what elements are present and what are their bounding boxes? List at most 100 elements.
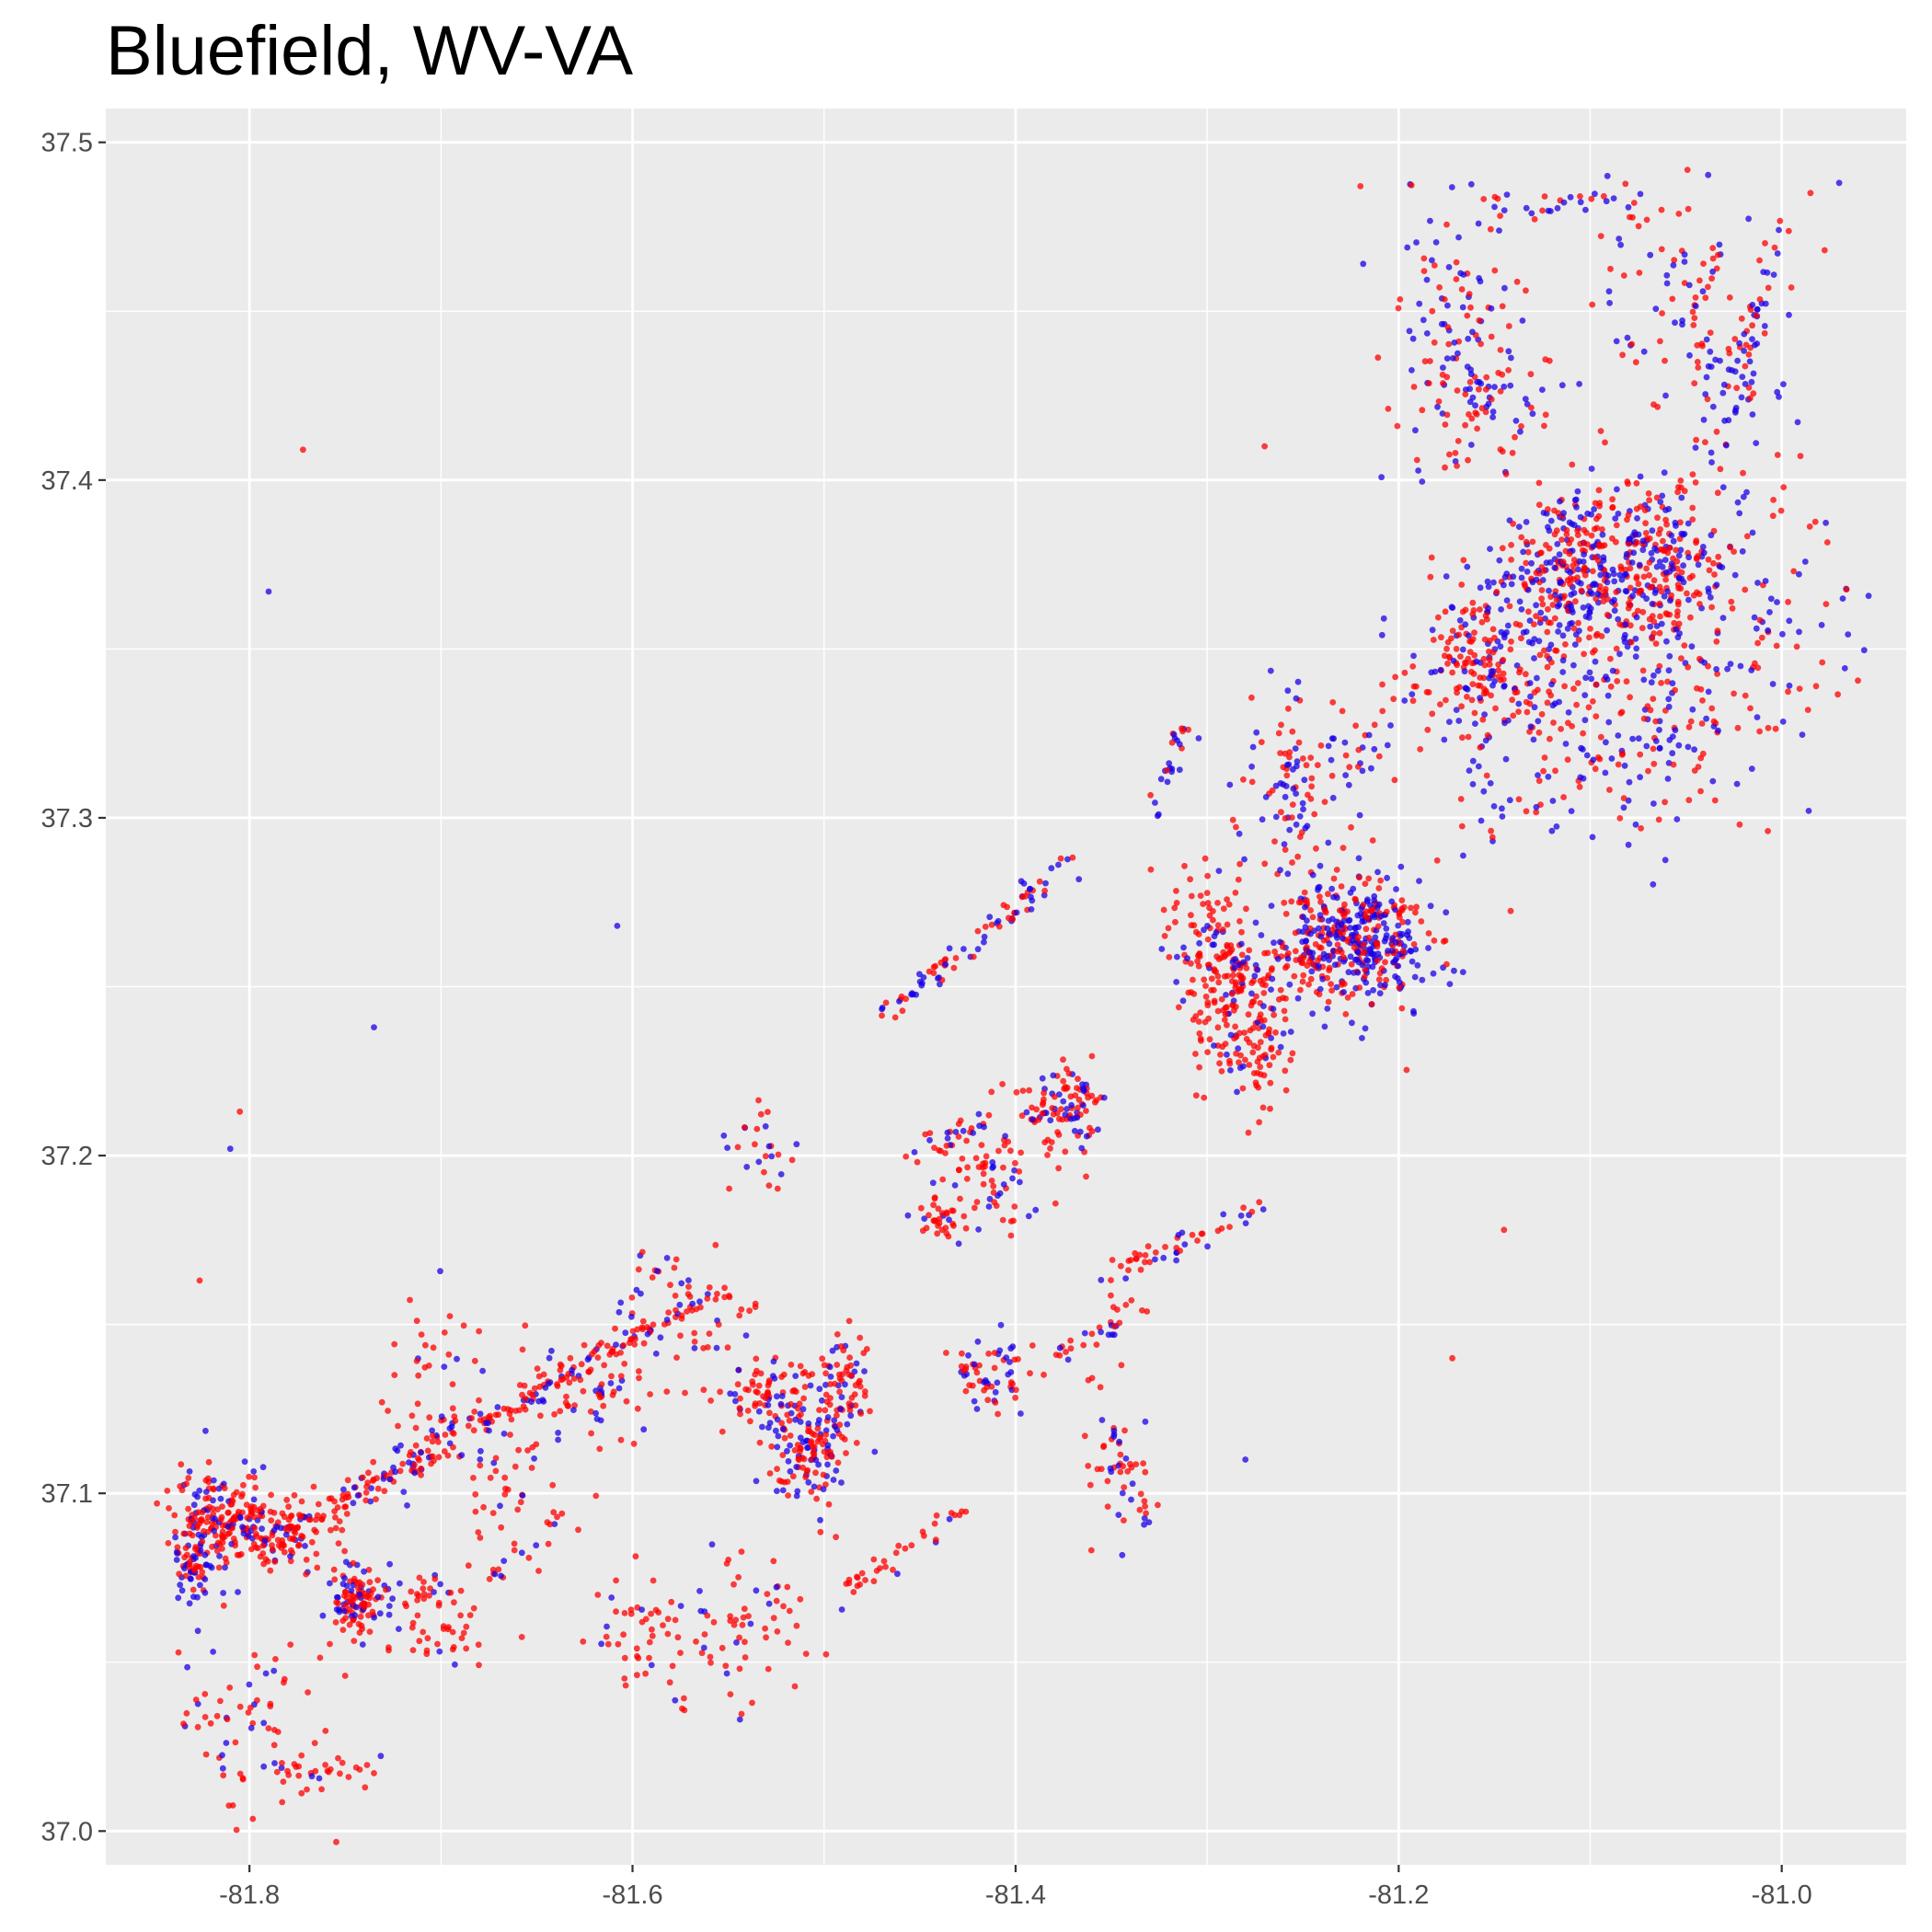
- data-point: [1650, 672, 1657, 679]
- data-point: [853, 1360, 860, 1367]
- data-point: [829, 1347, 836, 1354]
- data-point: [346, 1621, 353, 1628]
- data-point: [1669, 750, 1676, 757]
- data-point: [1472, 409, 1479, 416]
- data-point: [1352, 722, 1359, 730]
- data-point: [397, 1580, 403, 1587]
- data-point: [1661, 469, 1668, 477]
- data-point: [1282, 1067, 1289, 1075]
- data-point: [1257, 1039, 1264, 1046]
- data-point: [882, 999, 890, 1006]
- data-point: [470, 1475, 477, 1481]
- data-point: [1365, 934, 1373, 941]
- data-point: [1604, 572, 1612, 579]
- data-point: [1204, 1049, 1211, 1055]
- data-point: [1076, 1128, 1084, 1135]
- data-point: [1731, 368, 1739, 375]
- data-point: [247, 1724, 255, 1731]
- data-point: [1469, 328, 1476, 336]
- data-point: [270, 1667, 278, 1674]
- data-point: [1597, 564, 1604, 571]
- data-point: [816, 1407, 822, 1413]
- data-point: [661, 1321, 668, 1328]
- data-point: [458, 1452, 466, 1459]
- data-point: [363, 1762, 371, 1768]
- data-point: [497, 1502, 503, 1510]
- data-point: [1742, 586, 1749, 593]
- data-point: [531, 1385, 538, 1392]
- data-point: [828, 1453, 835, 1460]
- data-point: [1531, 215, 1538, 223]
- data-point: [1623, 550, 1630, 558]
- data-point: [1491, 634, 1498, 641]
- data-point: [182, 1572, 190, 1580]
- data-point: [1636, 561, 1643, 569]
- data-point: [1691, 746, 1697, 753]
- data-point: [1571, 497, 1579, 503]
- data-point: [691, 1329, 698, 1337]
- data-point: [406, 1452, 413, 1459]
- data-point: [1088, 1330, 1096, 1338]
- data-point: [260, 1719, 268, 1727]
- data-point: [663, 1255, 671, 1261]
- data-point: [199, 1569, 206, 1576]
- data-point: [812, 1469, 819, 1477]
- data-point: [1731, 336, 1739, 342]
- data-point: [788, 1362, 795, 1368]
- data-point: [1260, 1003, 1267, 1009]
- data-point: [1075, 1104, 1081, 1111]
- data-point: [1270, 1053, 1277, 1061]
- data-point: [1559, 657, 1567, 664]
- data-point: [1454, 463, 1460, 469]
- data-point: [342, 1602, 350, 1608]
- data-point: [844, 1363, 851, 1371]
- data-point: [261, 1537, 269, 1544]
- data-point: [477, 1462, 484, 1469]
- data-point: [1774, 452, 1781, 458]
- data-point: [1344, 995, 1351, 1001]
- data-point: [524, 1447, 531, 1454]
- data-point: [1121, 1517, 1127, 1524]
- data-point: [1581, 551, 1587, 558]
- data-point: [1013, 909, 1020, 916]
- data-point: [707, 1653, 714, 1661]
- data-point: [352, 1764, 360, 1771]
- data-point: [213, 1712, 221, 1719]
- data-point: [1747, 306, 1754, 314]
- data-point: [472, 1508, 479, 1515]
- data-point: [1656, 727, 1662, 733]
- data-point: [1258, 739, 1265, 745]
- data-point: [1523, 287, 1529, 294]
- data-point: [1055, 1165, 1062, 1172]
- data-point: [644, 1330, 651, 1338]
- data-point: [895, 1542, 903, 1549]
- data-point: [1385, 948, 1391, 954]
- data-point: [1750, 370, 1757, 377]
- data-point: [188, 1576, 194, 1582]
- data-point: [1796, 628, 1802, 636]
- data-point: [1334, 941, 1341, 949]
- data-point: [1527, 371, 1535, 378]
- data-point: [1109, 1257, 1116, 1263]
- data-point: [1865, 592, 1872, 600]
- data-point: [190, 1501, 198, 1509]
- data-point: [216, 1553, 223, 1559]
- data-point: [1348, 960, 1355, 968]
- data-point: [1365, 875, 1373, 882]
- data-point: [1289, 801, 1296, 808]
- data-point: [1140, 1460, 1146, 1466]
- data-point: [1067, 1093, 1075, 1100]
- data-point: [1605, 719, 1613, 726]
- data-point: [1011, 1167, 1018, 1174]
- data-point: [627, 1336, 635, 1343]
- data-point: [1464, 563, 1471, 570]
- data-point: [960, 1127, 967, 1134]
- data-point: [1341, 739, 1349, 746]
- data-point: [1307, 930, 1314, 937]
- data-point: [1259, 1206, 1267, 1213]
- data-point: [1487, 546, 1493, 552]
- data-point: [1620, 272, 1627, 279]
- data-point: [1275, 1049, 1282, 1056]
- data-point: [414, 1591, 420, 1598]
- data-point: [1264, 949, 1271, 957]
